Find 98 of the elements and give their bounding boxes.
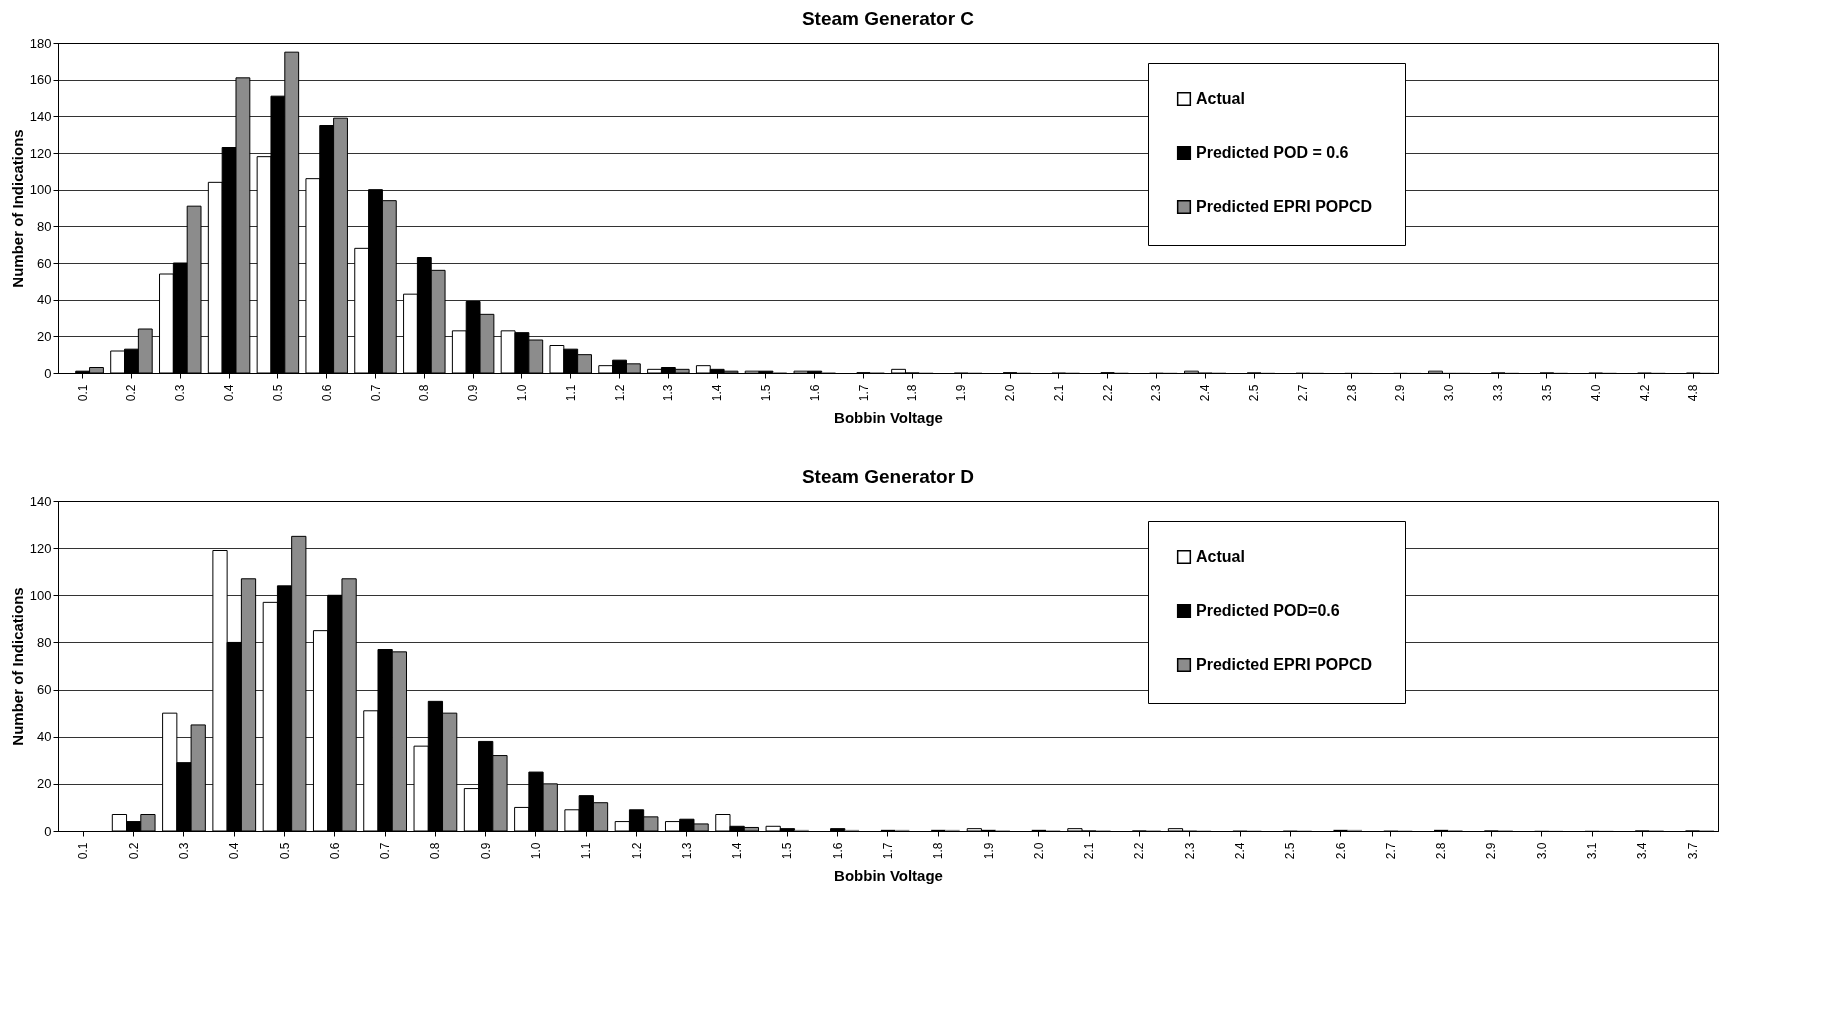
legend-label: Predicted POD = 0.6	[1196, 144, 1349, 161]
legend-label: Predicted POD=0.6	[1196, 602, 1340, 619]
x-tick-label: 3.4	[1635, 842, 1650, 860]
x-tick-label: 1.8	[931, 842, 946, 860]
x-tick-label: 2.7	[1383, 842, 1398, 860]
x-tick-label: 3.0	[1534, 842, 1549, 860]
y-tick-label: 140	[29, 493, 52, 509]
x-tick-label: 2.5	[1283, 842, 1298, 860]
x-tick-label: 2.4	[1198, 384, 1213, 402]
x-tick-label: 0.9	[466, 384, 481, 402]
x-axis-title: Bobbin Voltage	[834, 409, 943, 427]
x-tick-label: 2.2	[1132, 842, 1147, 860]
y-tick-label: 40	[37, 292, 52, 308]
x-tick-label: 0.7	[378, 842, 393, 860]
x-tick-label: 2.0	[1003, 384, 1018, 402]
x-tick-label: 1.9	[954, 384, 969, 402]
x-tick-label: 2.3	[1149, 384, 1164, 402]
x-tick-label: 4.2	[1637, 384, 1652, 402]
y-tick-label: 0	[44, 823, 52, 839]
x-tick-label: 2.5	[1247, 384, 1262, 402]
x-tick-label: 1.4	[710, 384, 725, 402]
x-tick-label: 4.8	[1686, 384, 1701, 402]
x-tick-label: 0.3	[173, 384, 188, 402]
x-tick-label: 1.1	[563, 384, 578, 402]
x-tick-label: 1.4	[730, 842, 745, 860]
y-tick-label: 40	[37, 729, 52, 745]
x-tick-label: 1.3	[679, 842, 694, 860]
legend-label: Actual	[1196, 548, 1245, 565]
x-tick-label: 0.6	[327, 842, 342, 860]
y-tick-label: 100	[29, 587, 52, 603]
x-tick-label: 0.6	[319, 384, 334, 402]
x-tick-label: 2.2	[1100, 384, 1115, 402]
x-tick-label: 4.0	[1588, 384, 1603, 402]
y-tick-label: 20	[37, 328, 52, 344]
x-tick-label: 1.2	[629, 842, 644, 860]
y-axis-title: Number of Indications	[8, 587, 26, 746]
y-tick-label: 140	[29, 108, 52, 124]
y-tick-label: 80	[37, 218, 52, 234]
x-tick-label: 0.5	[277, 842, 292, 860]
x-tick-label: 1.1	[579, 842, 594, 860]
x-tick-label: 0.2	[124, 384, 139, 402]
x-tick-label: 0.8	[417, 384, 432, 402]
x-tick-label: 0.8	[428, 842, 443, 860]
chart-title: Steam Generator C	[801, 8, 975, 29]
x-tick-label: 0.5	[270, 384, 285, 402]
x-tick-label: 1.5	[780, 842, 795, 860]
x-tick-label: 3.1	[1585, 842, 1600, 860]
x-tick-label: 0.4	[222, 384, 237, 402]
x-tick-label: 0.3	[176, 842, 191, 860]
y-tick-label: 60	[37, 255, 52, 271]
x-tick-label: 2.1	[1051, 384, 1066, 402]
x-tick-label: 1.7	[881, 842, 895, 860]
x-tick-label: 2.1	[1082, 842, 1097, 860]
x-tick-label: 2.3	[1182, 842, 1197, 860]
legend-label: Predicted EPRI POPCD	[1196, 656, 1373, 673]
legend-label: Actual	[1196, 90, 1245, 107]
y-tick-label: 120	[29, 145, 52, 161]
x-tick-label: 0.2	[126, 842, 141, 860]
y-tick-label: 180	[29, 35, 52, 51]
y-tick-label: 100	[29, 182, 52, 198]
x-tick-label: 3.5	[1539, 384, 1554, 402]
chart-title: Steam Generator D	[801, 466, 975, 487]
x-tick-label: 2.6	[1333, 842, 1348, 860]
x-tick-label: 0.1	[75, 384, 90, 402]
bar	[1167, 828, 1184, 832]
x-tick-label: 2.8	[1344, 384, 1359, 402]
y-axis-title: Number of Indications	[8, 129, 26, 288]
y-tick-label: 20	[37, 776, 52, 792]
x-tick-label: 3.0	[1442, 384, 1457, 402]
x-tick-label: 0.9	[478, 842, 493, 860]
x-tick-label: 0.1	[76, 842, 91, 860]
x-tick-label: 2.7	[1295, 384, 1310, 402]
x-tick-label: 3.3	[1491, 384, 1506, 402]
x-tick-label: 2.4	[1233, 842, 1248, 860]
x-tick-label: 1.7	[856, 384, 871, 402]
x-tick-label: 1.6	[830, 842, 845, 860]
y-tick-label: 80	[37, 634, 52, 650]
x-tick-label: 1.0	[528, 842, 543, 860]
x-tick-label: 1.8	[905, 384, 920, 402]
x-tick-label: 1.3	[661, 384, 676, 402]
x-tick-label: 0.7	[368, 384, 383, 402]
x-tick-label: 1.6	[807, 384, 822, 402]
x-tick-label: 1.0	[514, 384, 529, 402]
x-tick-label: 2.9	[1393, 384, 1408, 402]
x-tick-label: 0.4	[227, 842, 242, 860]
y-tick-label: 120	[29, 540, 52, 556]
y-tick-label: 0	[44, 365, 52, 381]
x-tick-label: 1.5	[758, 384, 773, 402]
x-tick-label: 1.2	[612, 384, 627, 402]
legend-label: Predicted EPRI POPCD	[1196, 198, 1373, 215]
y-tick-label: 160	[29, 72, 52, 88]
x-tick-label: 1.9	[981, 842, 996, 860]
x-tick-label: 2.9	[1484, 842, 1499, 860]
x-tick-label: 2.0	[1031, 842, 1046, 860]
x-tick-label: 3.7	[1685, 842, 1700, 860]
x-axis-title: Bobbin Voltage	[834, 867, 943, 885]
y-tick-label: 60	[37, 682, 52, 698]
x-tick-label: 2.8	[1434, 842, 1449, 860]
